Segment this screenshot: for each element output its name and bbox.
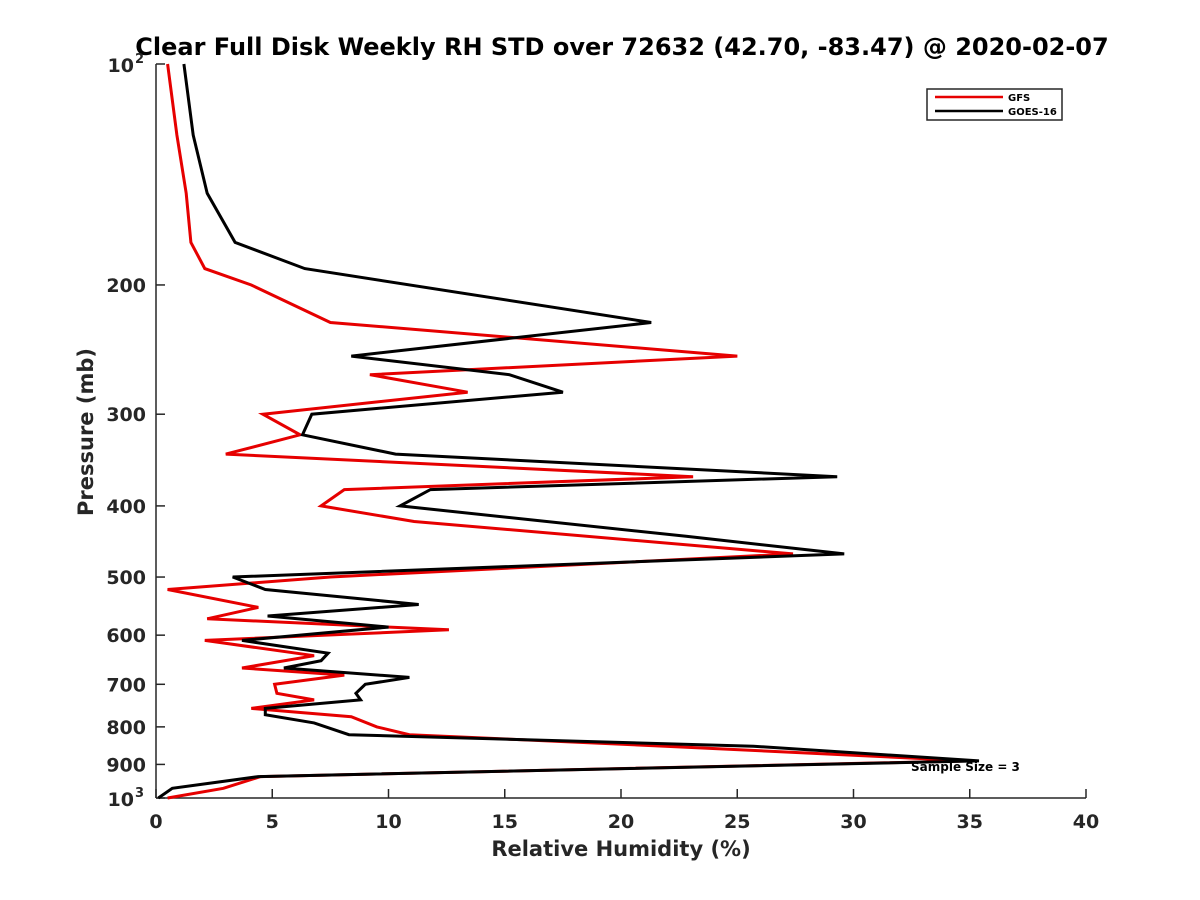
x-tick-label: 30: [840, 811, 866, 833]
chart-title: Clear Full Disk Weekly RH STD over 72632…: [135, 33, 1108, 61]
y-tick-label: 600: [106, 625, 146, 647]
y-tick-label-base: 10: [108, 789, 134, 811]
x-tick-label: 15: [492, 811, 518, 833]
y-tick-label-power: 10 2: [108, 52, 145, 77]
x-axis-ticks: 0 5 10 15 20 25 30 35 40: [149, 789, 1099, 833]
x-tick-label: 35: [957, 811, 983, 833]
y-tick-label: 700: [106, 674, 146, 696]
x-tick-label: 40: [1073, 811, 1099, 833]
y-axis-label: Pressure (mb): [74, 348, 98, 516]
y-tick-label: 300: [106, 404, 146, 426]
y-tick-label: 200: [106, 275, 146, 297]
y-tick-label: 500: [106, 567, 146, 589]
legend-label-gfs: GFS: [1008, 93, 1030, 104]
x-tick-label: 10: [375, 811, 401, 833]
x-tick-label: 25: [724, 811, 750, 833]
sample-size-annotation: Sample Size = 3: [911, 760, 1020, 774]
legend: GFS GOES-16: [926, 88, 1063, 121]
x-tick-label: 5: [266, 811, 279, 833]
series-line-goes16: [157, 63, 980, 800]
x-tick-label: 20: [608, 811, 634, 833]
x-tick-label: 0: [149, 811, 162, 833]
legend-label-goes16: GOES-16: [1008, 107, 1057, 118]
y-tick-label-exponent: 3: [135, 786, 144, 801]
y-tick-label-exponent: 2: [135, 52, 144, 67]
y-tick-label: 900: [106, 754, 146, 776]
y-tick-label-base: 10: [108, 55, 134, 77]
legend-box: [926, 88, 1063, 121]
y-tick-label: 400: [106, 496, 146, 518]
x-axis-label: Relative Humidity (%): [491, 837, 750, 861]
series-line-gfs: [166, 63, 970, 800]
series-layer: [157, 63, 980, 800]
y-tick-label-power: 10 3: [108, 786, 145, 811]
y-tick-label: 800: [106, 717, 146, 739]
